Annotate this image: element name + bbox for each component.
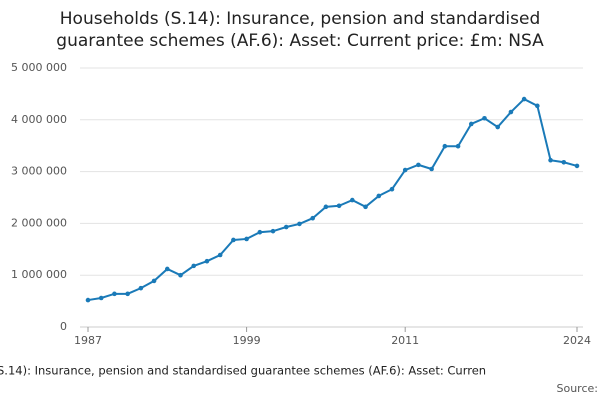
y-tick-label: 3 000 000 — [11, 165, 67, 178]
footer-title: S.14): Insurance, pension and standardis… — [0, 364, 486, 378]
point — [548, 157, 553, 163]
point — [535, 103, 540, 109]
point — [442, 143, 448, 149]
point — [468, 121, 474, 127]
point — [323, 204, 329, 210]
point — [376, 193, 382, 199]
point — [231, 237, 236, 243]
y-tick-label: 4 000 000 — [11, 113, 67, 126]
point — [389, 186, 395, 192]
point — [363, 204, 368, 210]
source: Source: — [557, 382, 599, 395]
point — [217, 252, 223, 258]
series-line — [87, 97, 578, 302]
chart-title: Households (S.14): Insurance, pension an… — [60, 9, 540, 29]
point — [204, 258, 210, 264]
point — [574, 163, 580, 169]
y-tick-label: 0 — [60, 320, 67, 333]
point — [112, 291, 117, 297]
point — [455, 143, 461, 149]
point — [561, 159, 567, 165]
point — [283, 224, 289, 230]
y-tick-label: 2 000 000 — [11, 216, 67, 229]
point — [85, 297, 91, 303]
point — [416, 162, 421, 168]
point — [336, 203, 342, 209]
point — [508, 109, 514, 115]
point — [297, 221, 302, 227]
y-tick-label: 1 000 000 — [11, 268, 67, 281]
point — [350, 197, 355, 203]
x-tick-label: 1987 — [74, 334, 102, 347]
x-tick-label: 2011 — [391, 334, 419, 347]
point — [429, 166, 434, 172]
point — [125, 291, 130, 297]
point — [244, 236, 249, 242]
point — [521, 96, 527, 102]
x-tick-label: 1999 — [233, 334, 261, 347]
y-tick-label: 5 000 000 — [11, 61, 67, 74]
point — [138, 285, 144, 291]
point — [270, 228, 276, 234]
x-tick-label: 2024 — [563, 334, 591, 347]
point — [178, 272, 183, 278]
point — [191, 263, 197, 269]
point — [482, 115, 487, 121]
point — [151, 278, 157, 284]
point — [257, 229, 263, 235]
point — [98, 295, 104, 301]
chart-title: guarantee schemes (AF.6): Asset: Current… — [56, 31, 544, 51]
point — [402, 167, 408, 173]
point — [495, 124, 501, 130]
point — [164, 266, 170, 272]
point — [310, 215, 315, 221]
